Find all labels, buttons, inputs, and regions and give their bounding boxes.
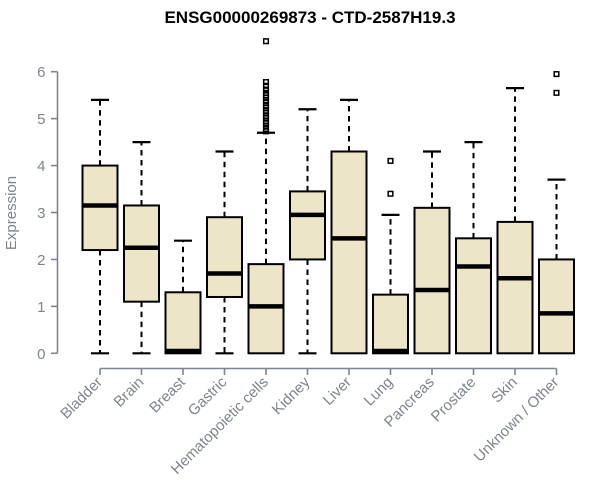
y-tick-label-4: 4 <box>37 158 45 175</box>
chart-title: ENSG00000269873 - CTD-2587H19.3 <box>164 8 456 27</box>
box-gastric <box>206 216 243 298</box>
x-tick-label-lung: Lung <box>361 374 397 410</box>
outlier-unknown-other-0 <box>553 71 560 78</box>
x-tick-label-skin: Skin <box>488 374 521 407</box>
box-prostate <box>455 237 492 355</box>
box-unknown-other <box>538 258 575 355</box>
outlier-hematopoietic-cells-19 <box>262 128 270 135</box>
x-tick-label-brain: Brain <box>111 374 148 411</box>
box-lung <box>372 293 409 355</box>
x-tick-label-bladder: Bladder <box>57 374 106 423</box>
box-pancreas <box>413 206 451 355</box>
outlier-hematopoietic-cells-1 <box>262 78 270 86</box>
x-tick-label-kidney: Kidney <box>269 373 314 418</box>
y-tick-label-0: 0 <box>37 346 45 363</box>
outlier-hematopoietic-cells-2 <box>262 82 270 89</box>
outlier-hematopoietic-cells-0 <box>262 38 270 45</box>
box-kidney <box>289 190 326 261</box>
box-skin <box>496 220 534 355</box>
outlier-unknown-other-1 <box>553 89 560 96</box>
box-liver <box>330 150 368 355</box>
x-tick-label-liver: Liver <box>320 374 355 409</box>
y-tick-label-1: 1 <box>37 299 45 316</box>
y-tick-label-3: 3 <box>37 205 45 222</box>
box-brain <box>123 204 160 303</box>
y-tick-label-2: 2 <box>37 252 45 269</box>
outlier-lung-0 <box>387 157 394 164</box>
y-tick-label-5: 5 <box>37 111 45 128</box>
x-tick-label-breast: Breast <box>146 373 189 416</box>
y-tick-label-6: 6 <box>37 64 45 81</box>
y-axis-label: Expression <box>3 176 20 250</box>
outlier-hematopoietic-cells-3 <box>262 86 270 93</box>
box-breast <box>164 291 202 355</box>
box-bladder <box>81 164 119 252</box>
box-hematopoietic-cells <box>247 263 285 355</box>
x-tick-label-prostate: Prostate <box>428 374 480 426</box>
outlier-lung-1 <box>387 190 394 197</box>
